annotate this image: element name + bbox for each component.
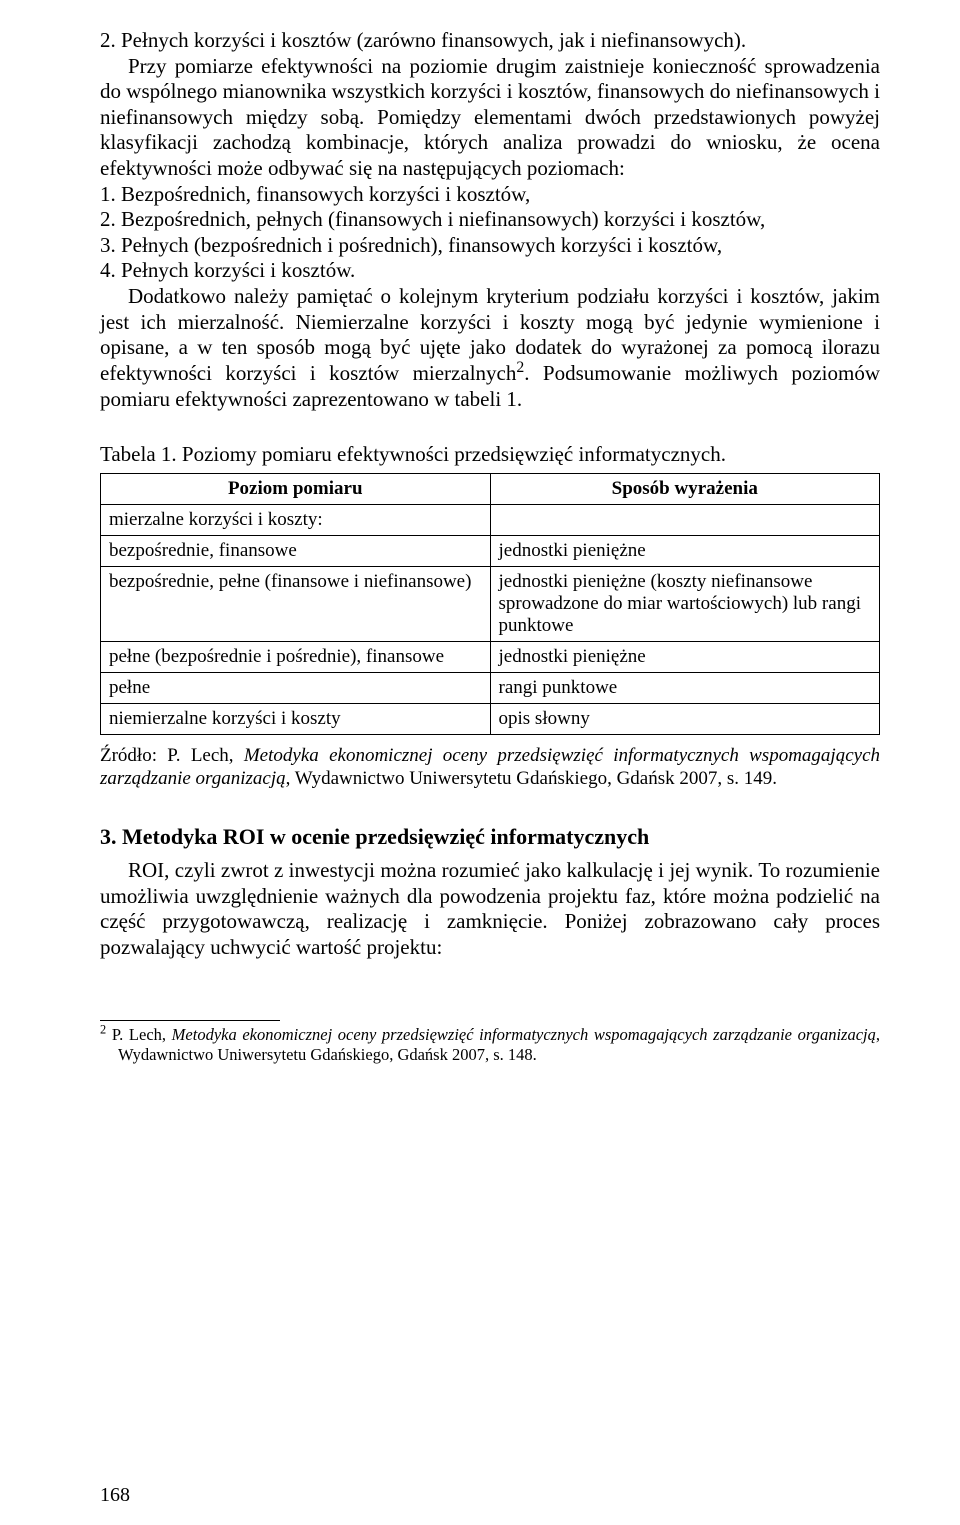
level-list-item-3: 3. Pełnych (bezpośrednich i pośrednich),… xyxy=(100,233,880,259)
table-cell: pełne (bezpośrednie i pośrednie), finans… xyxy=(101,642,491,673)
footnote-italic-title: Metodyka ekonomicznej oceny przedsięwzię… xyxy=(172,1025,876,1044)
table-cell: mierzalne korzyści i koszty: xyxy=(101,505,491,536)
section-3-heading: 3. Metodyka ROI w ocenie przedsięwzięć i… xyxy=(100,824,880,850)
paragraph-4: ROI, czyli zwrot z inwestycji można rozu… xyxy=(100,858,880,960)
table-header-row: Poziom pomiaru Sposób wyrażenia xyxy=(101,474,880,505)
table-row: pełne (bezpośrednie i pośrednie), finans… xyxy=(101,642,880,673)
page-number: 168 xyxy=(100,1484,130,1507)
table-row: mierzalne korzyści i koszty: xyxy=(101,505,880,536)
source-prefix: Źródło: P. Lech, xyxy=(100,745,244,766)
level-list-item-4: 4. Pełnych korzyści i kosztów. xyxy=(100,258,880,284)
table-header-col1: Poziom pomiaru xyxy=(101,474,491,505)
table-row: bezpośrednie, pełne (finansowe i niefina… xyxy=(101,567,880,642)
footnote-separator xyxy=(100,1020,280,1021)
table-row: bezpośrednie, finansowe jednostki pienię… xyxy=(101,536,880,567)
paragraph-3: Dodatkowo należy pamiętać o kolejnym kry… xyxy=(100,284,880,412)
table-row: niemierzalne korzyści i koszty opis słow… xyxy=(101,704,880,735)
page: 2. Pełnych korzyści i kosztów (zarówno f… xyxy=(0,0,960,1525)
footnote-text-a: P. Lech, xyxy=(106,1025,171,1044)
table-cell: rangi punktowe xyxy=(490,673,880,704)
table-cell: bezpośrednie, finansowe xyxy=(101,536,491,567)
table-caption: Tabela 1. Poziomy pomiaru efektywności p… xyxy=(100,442,880,467)
table-cell: jednostki pieniężne (koszty niefinansowe… xyxy=(490,567,880,642)
paragraph-2: Przy pomiarze efektywności na poziomie d… xyxy=(100,54,880,182)
table-cell: pełne xyxy=(101,673,491,704)
source-suffix: , Wydawnictwo Uniwersytetu Gdańskiego, G… xyxy=(286,768,777,789)
table-cell: jednostki pieniężne xyxy=(490,642,880,673)
levels-table: Poziom pomiaru Sposób wyrażenia mierzaln… xyxy=(100,473,880,735)
footnote-2: 2 P. Lech, Metodyka ekonomicznej oceny p… xyxy=(100,1025,880,1064)
table-cell: jednostki pieniężne xyxy=(490,536,880,567)
table-header-col2: Sposób wyrażenia xyxy=(490,474,880,505)
table-cell: bezpośrednie, pełne (finansowe i niefina… xyxy=(101,567,491,642)
intro-list-item-2: 2. Pełnych korzyści i kosztów (zarówno f… xyxy=(100,28,880,54)
table-cell xyxy=(490,505,880,536)
level-list-item-1: 1. Bezpośrednich, finansowych korzyści i… xyxy=(100,182,880,208)
table-source: Źródło: P. Lech, Metodyka ekonomicznej o… xyxy=(100,745,880,790)
table-cell: niemierzalne korzyści i koszty xyxy=(101,704,491,735)
table-cell: opis słowny xyxy=(490,704,880,735)
level-list-item-2: 2. Bezpośrednich, pełnych (finansowych i… xyxy=(100,207,880,233)
table-row: pełne rangi punktowe xyxy=(101,673,880,704)
